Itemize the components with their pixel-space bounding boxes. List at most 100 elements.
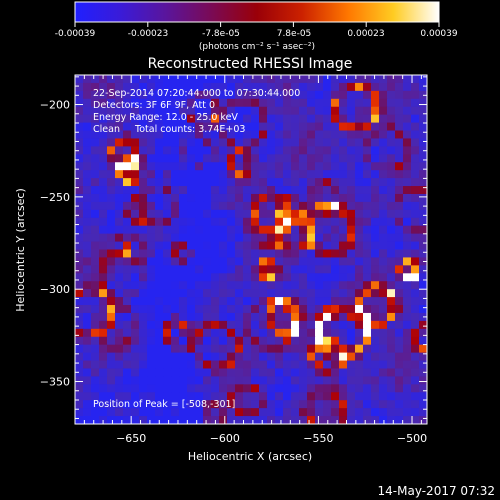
heatmap-cell [259,209,268,219]
heatmap-cell [379,376,388,385]
heatmap-cell [339,273,348,282]
y-tick-label: −350 [40,376,70,389]
heatmap-cell [91,225,100,235]
heatmap-cell [379,416,388,424]
heatmap-cell [251,312,260,322]
heatmap-cell [387,201,396,211]
heatmap-cell [123,352,132,362]
heatmap-cell [347,106,356,116]
heatmap-cell [419,400,427,409]
heatmap-cell [99,90,108,100]
heatmap-cell [115,217,124,227]
heatmap-cell [219,122,228,132]
heatmap-cell [235,233,244,243]
heatmap-cell [395,408,404,417]
heatmap-cell [371,297,380,306]
heatmap-cell [379,186,388,195]
heatmap-cell [291,106,300,116]
heatmap-cell [339,257,348,266]
heatmap-cell [283,376,292,385]
heatmap-cell [227,178,236,187]
heatmap-cell [379,336,388,346]
heatmap-cell [379,225,388,235]
heatmap-cell [299,98,308,108]
heatmap-cell [283,225,292,235]
heatmap-cell [419,408,427,417]
heatmap-cell [123,170,132,179]
heatmap-cell [171,138,180,147]
heatmap-cell [107,170,116,179]
heatmap-cell [99,82,108,92]
heatmap-cell [291,122,300,132]
heatmap-cell [107,106,116,116]
heatmap-cell [115,233,124,243]
heatmap-cell [267,82,276,92]
heatmap-cell [179,265,188,274]
heatmap-cell [195,154,204,163]
heatmap-cell [315,106,324,116]
heatmap-cell [171,305,180,314]
heatmap-cell [243,273,252,282]
heatmap-cell [339,289,348,298]
heatmap-cell [283,233,292,243]
heatmap-cell [283,416,292,424]
heatmap-cell [75,217,84,227]
heatmap-cell [227,154,236,163]
heatmap-cell [195,336,204,346]
colorbar-gradient [74,1,440,23]
heatmap-cell [347,138,356,147]
heatmap-cell [171,352,180,362]
heatmap-cell [323,289,332,298]
heatmap-cell [131,138,140,147]
heatmap-cell [275,146,284,155]
heatmap-cell [339,233,348,243]
heatmap-cell [379,352,388,362]
heatmap-cell [235,289,244,298]
heatmap-cell [99,344,108,354]
heatmap-cell [411,265,420,274]
heatmap-cell [371,201,380,211]
heatmap-cell [139,344,148,354]
heatmap-cell [155,312,164,322]
heatmap-cell [131,201,140,211]
heatmap-cell [387,225,396,235]
heatmap-cell [371,265,380,274]
heatmap-cell [123,98,132,108]
x-tick-label: −500 [397,432,427,445]
heatmap-cell [203,305,212,314]
heatmap-cell [395,416,404,424]
heatmap-cell [147,392,156,401]
heatmap-cell [355,82,364,92]
heatmap-cell [171,170,180,179]
heatmap-cell [83,312,92,322]
heatmap-cell [139,193,148,203]
heatmap-cell [131,146,140,155]
heatmap-cell [339,336,348,346]
heatmap-cell [147,376,156,385]
heatmap-cell [83,368,92,378]
heatmap-cell [243,130,252,140]
heatmap-cell [411,297,420,306]
heatmap-cell [291,305,300,314]
heatmap-cell [187,241,196,251]
heatmap-cell [171,360,180,370]
heatmap-cell [83,82,92,92]
heatmap-cell [155,90,164,100]
heatmap-cell [227,201,236,211]
heatmap-cell [363,368,372,378]
heatmap-cell [291,376,300,385]
heatmap-cell [267,400,276,409]
heatmap-cell [291,281,300,290]
heatmap-cell [219,217,228,227]
heatmap-cell [379,162,388,171]
heatmap-cell [419,392,427,401]
heatmap-cell [75,344,84,354]
heatmap-cell [115,249,124,259]
heatmap-cell [299,336,308,346]
heatmap-cell [75,281,84,290]
heatmap-cell [387,265,396,274]
heatmap-cell [123,320,132,330]
heatmap-cell [99,193,108,203]
heatmap-cell [395,122,404,132]
heatmap-cell [155,336,164,346]
